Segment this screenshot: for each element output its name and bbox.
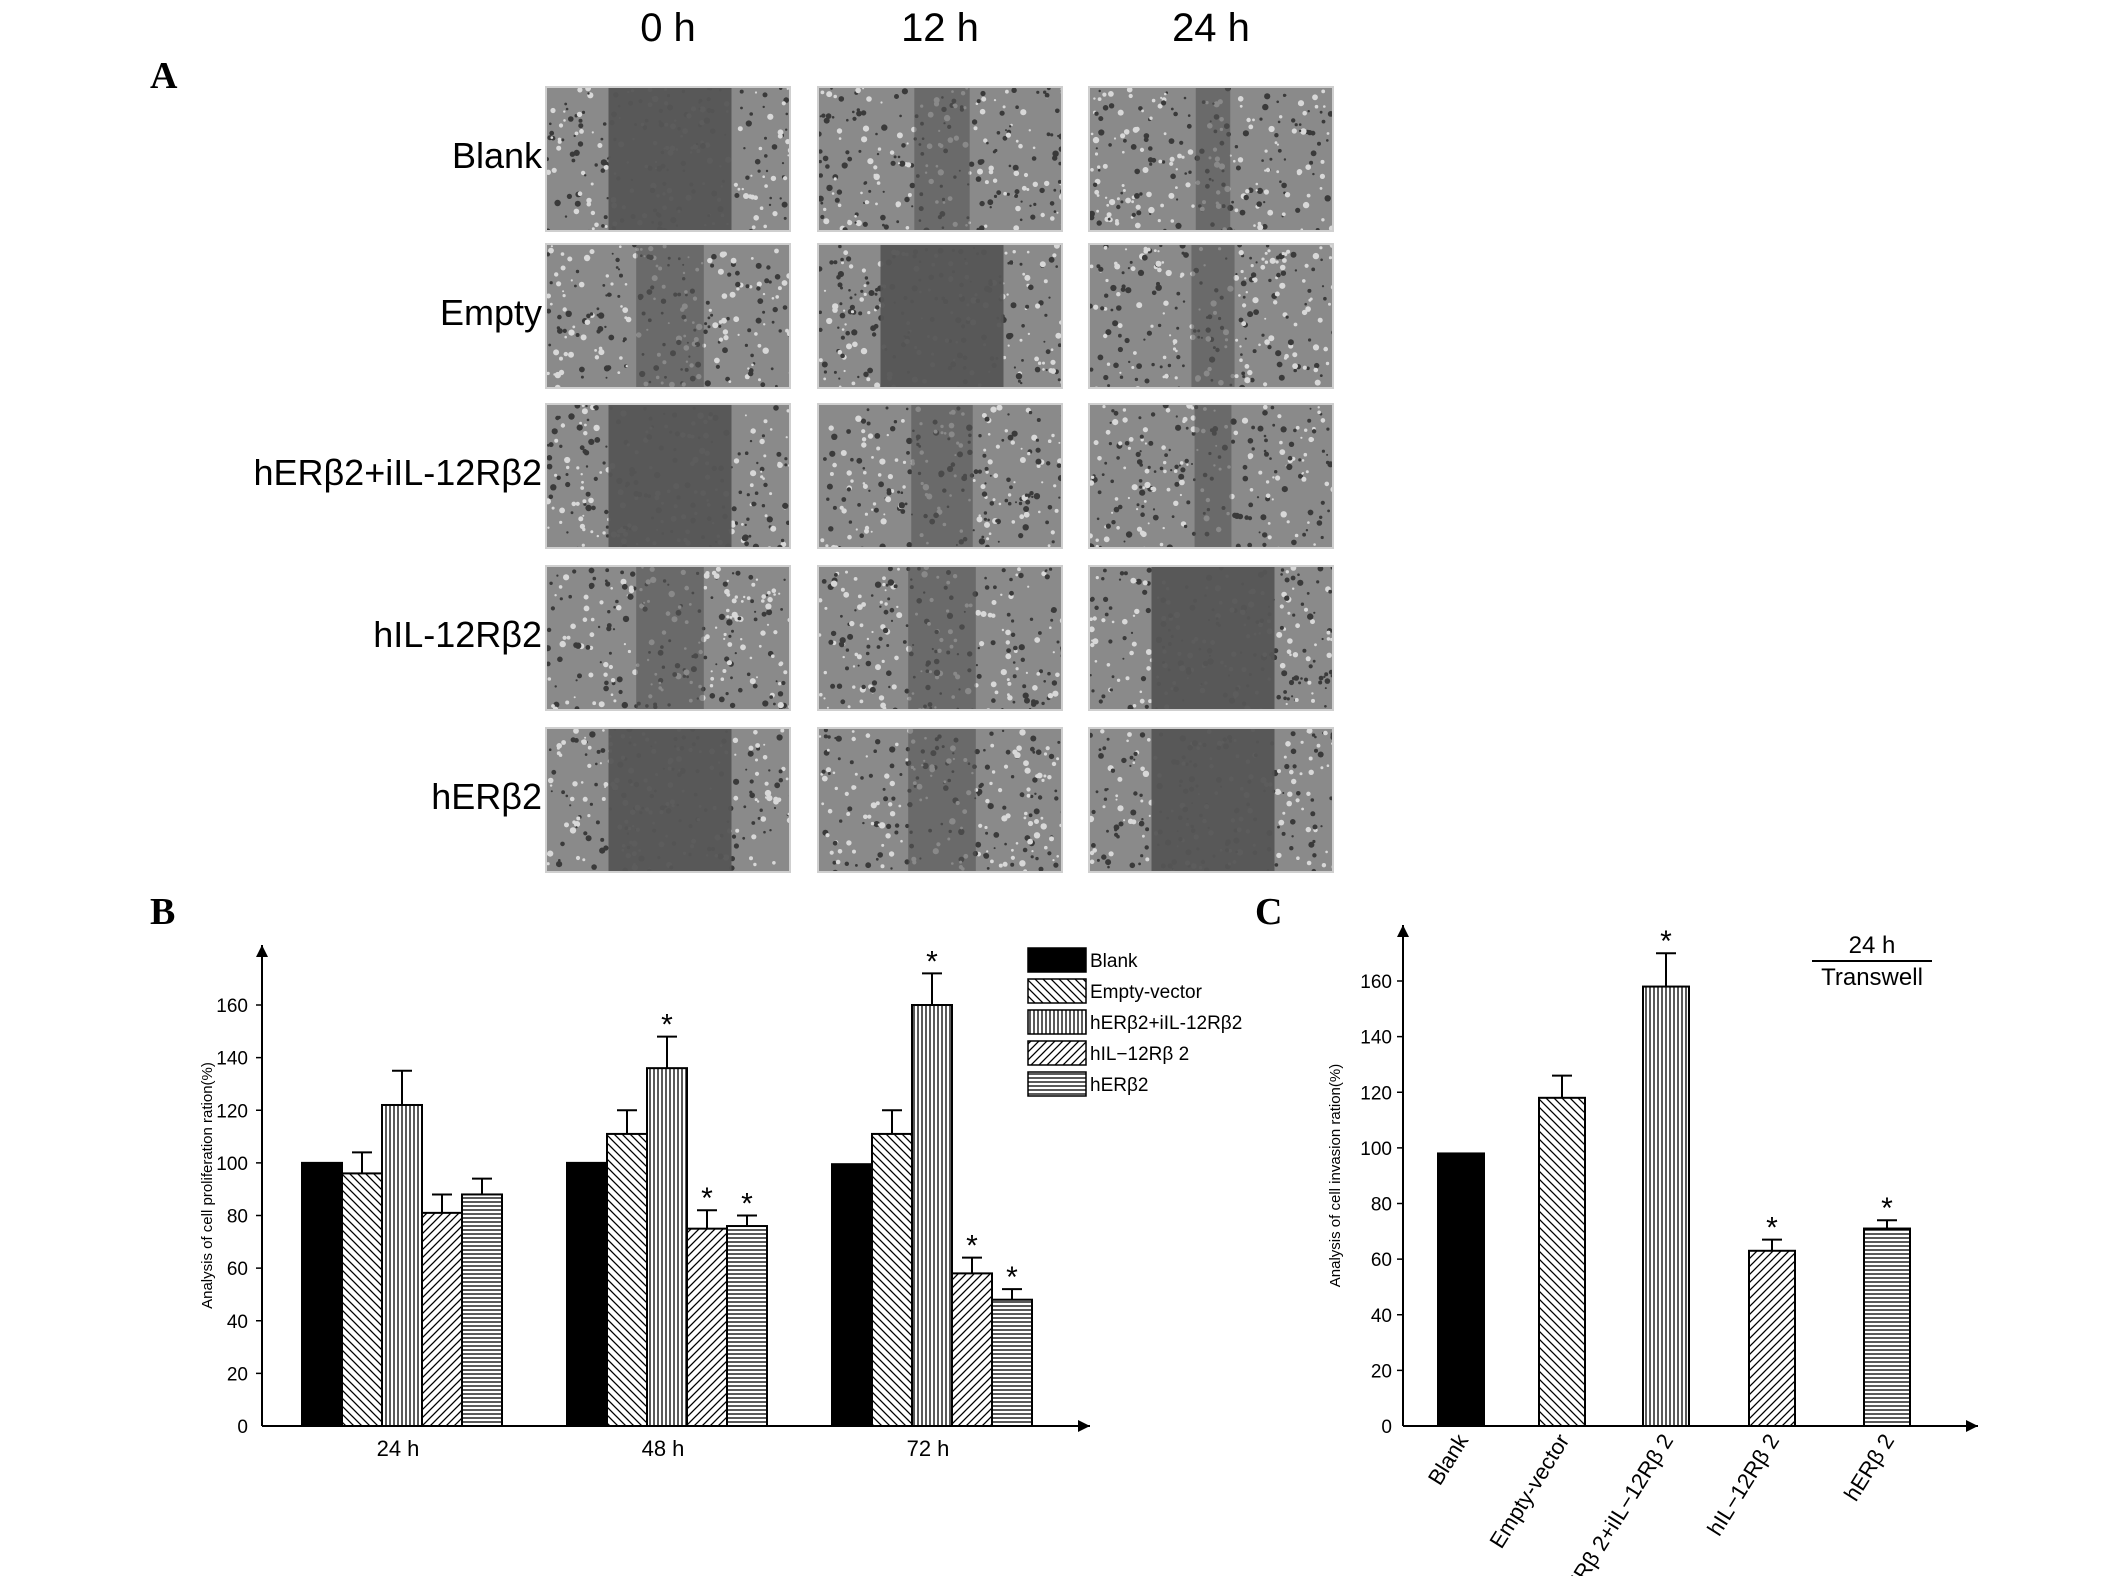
y-tick-label: 40	[1371, 1306, 1392, 1327]
x-category-label: hERβ 2+iIL−12Rβ 2	[1554, 1429, 1678, 1576]
x-category-label: Blank	[1423, 1429, 1474, 1490]
group-row-label: Empty	[439, 292, 542, 333]
bar	[301, 1161, 343, 1427]
group-row-label: hERβ2	[431, 776, 542, 817]
group-row-label: Blank	[451, 135, 542, 176]
significance-star: *	[741, 1188, 753, 1221]
y-tick-label: 60	[227, 1259, 248, 1280]
wound-micrograph	[1088, 403, 1334, 549]
x-category-label: hERβ 2	[1839, 1429, 1899, 1505]
legend-label: Blank	[1090, 951, 1138, 972]
bar	[991, 1298, 1033, 1427]
bar	[341, 1172, 383, 1428]
bar	[871, 1132, 913, 1428]
y-axis-label: Analysis of cell proliferation ration(%)	[199, 1062, 216, 1309]
y-tick-label: 20	[1371, 1361, 1392, 1382]
bar	[726, 1225, 768, 1428]
y-axis-arrow	[256, 945, 268, 957]
bar	[1748, 1249, 1796, 1427]
x-category-label: 24 h	[377, 1436, 420, 1461]
wound-micrograph	[817, 727, 1063, 873]
bar	[1863, 1227, 1911, 1427]
wound-micrograph	[1088, 565, 1334, 711]
annotation-time: 24 h	[1849, 932, 1896, 959]
significance-star: *	[1766, 1212, 1778, 1245]
x-axis-arrow	[1966, 1420, 1978, 1432]
time-point-header: 12 h	[901, 6, 979, 50]
y-tick-label: 40	[227, 1312, 248, 1333]
y-tick-label: 120	[216, 1101, 248, 1122]
bar	[686, 1227, 728, 1427]
x-category-label: 48 h	[642, 1436, 685, 1461]
significance-star: *	[966, 1230, 978, 1263]
time-point-header: 0 h	[640, 6, 696, 50]
bar	[461, 1193, 503, 1427]
bar	[831, 1163, 873, 1428]
legend-label: Empty-vector	[1090, 982, 1203, 1003]
x-category-label: Empty-vector	[1484, 1429, 1574, 1552]
significance-star: *	[1881, 1192, 1893, 1225]
wound-micrograph	[817, 565, 1063, 711]
y-tick-label: 160	[216, 996, 248, 1017]
y-tick-label: 80	[1371, 1195, 1392, 1216]
y-tick-label: 160	[1360, 972, 1392, 993]
bar	[606, 1132, 648, 1428]
x-axis-arrow	[1078, 1420, 1090, 1432]
wound-micrograph	[1088, 86, 1334, 232]
wound-micrograph	[545, 727, 791, 873]
y-axis-arrow	[1397, 925, 1409, 937]
y-tick-label: 0	[237, 1417, 248, 1438]
significance-star: *	[701, 1182, 713, 1215]
significance-star: *	[1660, 925, 1672, 958]
y-tick-label: 80	[227, 1207, 248, 1228]
time-point-header: 24 h	[1172, 6, 1250, 50]
bar	[951, 1272, 993, 1427]
y-tick-label: 140	[1360, 1028, 1392, 1049]
x-category-label: hIL−12Rβ 2	[1702, 1429, 1784, 1540]
panel-a-label: A	[150, 55, 178, 97]
group-row-label: hERβ2+iIL-12Rβ2	[253, 452, 542, 493]
bar	[1538, 1096, 1586, 1427]
wound-micrograph	[545, 243, 791, 389]
annotation-method: Transwell	[1821, 964, 1923, 991]
significance-star: *	[1006, 1261, 1018, 1294]
wound-micrograph	[545, 403, 791, 549]
group-row-label: hIL-12Rβ2	[373, 614, 542, 655]
bar	[1437, 1152, 1485, 1427]
legend-swatch	[1027, 1009, 1087, 1035]
y-tick-label: 100	[216, 1154, 248, 1175]
bar	[911, 1004, 953, 1427]
y-axis-label: Analysis of cell invasion ration(%)	[1327, 1064, 1344, 1287]
wound-micrograph	[545, 565, 791, 711]
legend-swatch	[1027, 1040, 1087, 1066]
wound-micrograph	[817, 403, 1063, 549]
legend-swatch	[1027, 1071, 1087, 1097]
y-tick-label: 140	[216, 1049, 248, 1070]
legend-swatch	[1027, 947, 1087, 973]
legend-swatch	[1027, 978, 1087, 1004]
y-tick-label: 100	[1360, 1139, 1392, 1160]
y-tick-label: 0	[1381, 1417, 1392, 1438]
wound-micrograph	[817, 86, 1063, 232]
legend-label: hIL−12Rβ 2	[1090, 1044, 1189, 1065]
significance-star: *	[661, 1009, 673, 1042]
bar	[566, 1161, 608, 1427]
bar	[1642, 985, 1690, 1427]
wound-micrograph	[545, 86, 791, 232]
bar	[381, 1103, 423, 1428]
significance-star: *	[926, 945, 938, 978]
legend-label: hERβ2+iIL-12Rβ2	[1090, 1013, 1242, 1034]
panel-b-label: B	[150, 891, 176, 933]
bar	[646, 1067, 688, 1428]
wound-micrograph	[1088, 727, 1334, 873]
legend-label: hERβ2	[1090, 1075, 1148, 1096]
y-tick-label: 60	[1371, 1250, 1392, 1271]
y-tick-label: 120	[1360, 1083, 1392, 1104]
x-category-label: 72 h	[907, 1436, 950, 1461]
bar	[421, 1211, 463, 1428]
panel-c-label: C	[1255, 891, 1283, 933]
wound-micrograph	[1088, 243, 1334, 389]
y-tick-label: 20	[227, 1364, 248, 1385]
wound-micrograph	[817, 243, 1063, 389]
